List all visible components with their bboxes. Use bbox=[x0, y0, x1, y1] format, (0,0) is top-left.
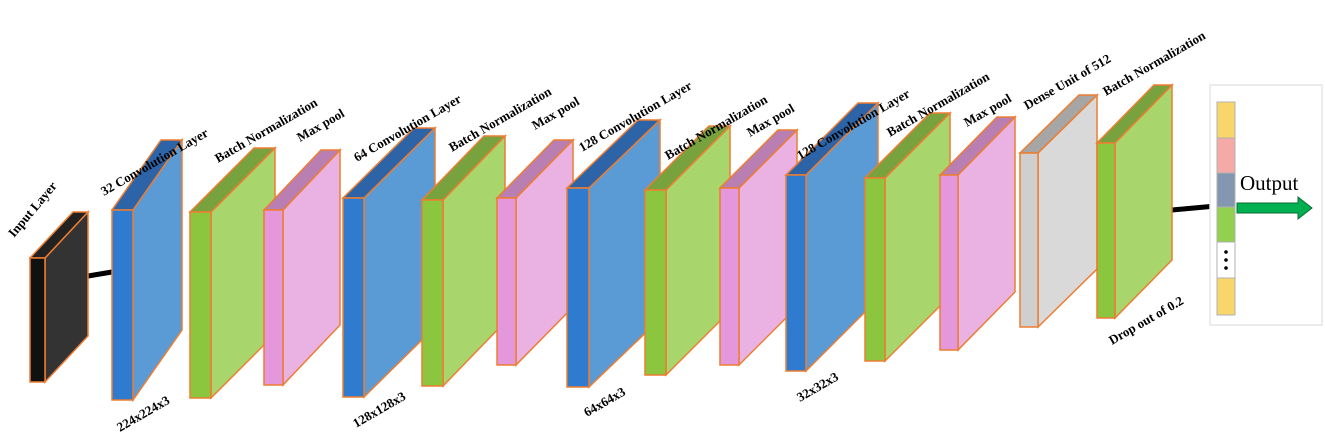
cell bbox=[1216, 101, 1236, 139]
front-face bbox=[496, 197, 517, 366]
layer-block bbox=[784, 101, 880, 373]
layer-block bbox=[420, 134, 507, 388]
layer-block bbox=[643, 124, 732, 377]
layer-block bbox=[341, 126, 437, 399]
front-face bbox=[342, 197, 365, 398]
front-face bbox=[785, 174, 807, 372]
front-face bbox=[566, 187, 590, 388]
layer-block bbox=[565, 118, 662, 389]
front-face bbox=[1096, 142, 1116, 319]
output-vector bbox=[1216, 101, 1236, 316]
layer-block bbox=[938, 115, 1017, 352]
cell bbox=[1216, 277, 1236, 316]
cell bbox=[1216, 206, 1236, 243]
output-label: Output bbox=[1240, 171, 1299, 195]
cell bbox=[1216, 172, 1236, 208]
layer-block bbox=[28, 210, 90, 384]
layer-block bbox=[718, 128, 799, 367]
front-face bbox=[864, 177, 886, 362]
layers bbox=[28, 83, 1174, 403]
front-face bbox=[29, 257, 46, 383]
front-face bbox=[263, 209, 284, 386]
connector bbox=[1171, 203, 1217, 213]
ellipsis bbox=[1224, 250, 1228, 270]
layer-block bbox=[262, 148, 342, 387]
layer-block bbox=[1018, 93, 1099, 329]
front-face bbox=[719, 187, 740, 366]
layer-label: Input Layer bbox=[5, 178, 60, 240]
size-label: 64x64x3 bbox=[581, 384, 628, 420]
layer-block bbox=[1095, 83, 1174, 320]
cell bbox=[1216, 137, 1236, 174]
front-face bbox=[189, 211, 212, 399]
layer-label: Dense Unit of 512 bbox=[1021, 51, 1113, 113]
front-face bbox=[1019, 152, 1039, 328]
front-face bbox=[421, 199, 444, 387]
front-face bbox=[644, 189, 667, 376]
connector bbox=[87, 269, 113, 279]
layer-block bbox=[495, 138, 575, 367]
front-face bbox=[111, 209, 134, 401]
size-label: 32x32x3 bbox=[794, 369, 841, 405]
layer-block bbox=[110, 137, 184, 403]
output-arrow bbox=[1236, 195, 1313, 221]
layer-block bbox=[188, 146, 277, 400]
front-face bbox=[939, 174, 959, 351]
